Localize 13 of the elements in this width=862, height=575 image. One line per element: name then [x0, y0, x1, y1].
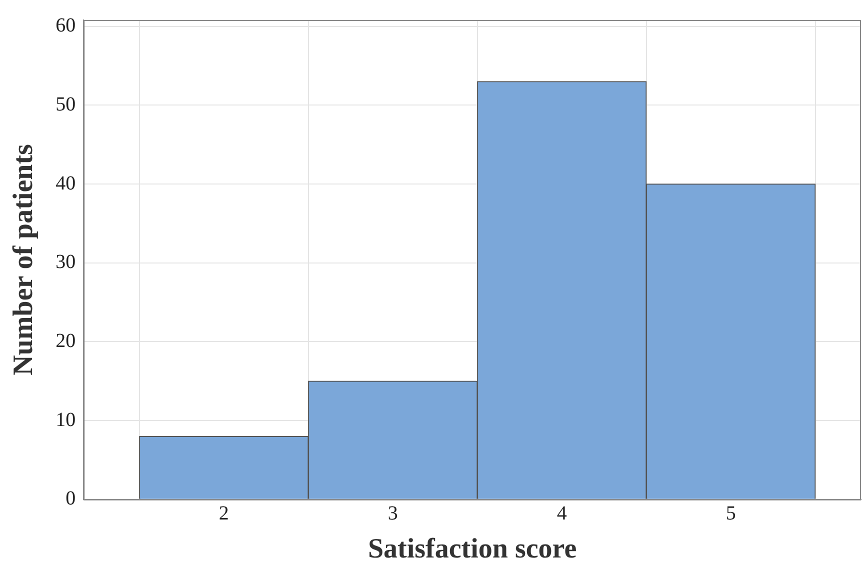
x-tick-label: 2 [218, 502, 229, 525]
y-tick-label: 40 [56, 172, 76, 194]
y-tick-label: 30 [56, 251, 76, 274]
y-tick-label: 50 [56, 93, 76, 116]
x-axis-title: Satisfaction score [368, 533, 577, 564]
y-tick-label: 20 [56, 330, 76, 352]
y-axis-title: Number of patients [8, 144, 40, 376]
y-tick-label: 0 [66, 488, 76, 510]
y-tick-label: 10 [56, 408, 76, 431]
x-tick-label: 4 [556, 502, 567, 525]
x-tick-label: 3 [388, 502, 398, 525]
x-tick-label: 5 [726, 502, 736, 525]
y-tick-label: 60 [56, 14, 76, 37]
